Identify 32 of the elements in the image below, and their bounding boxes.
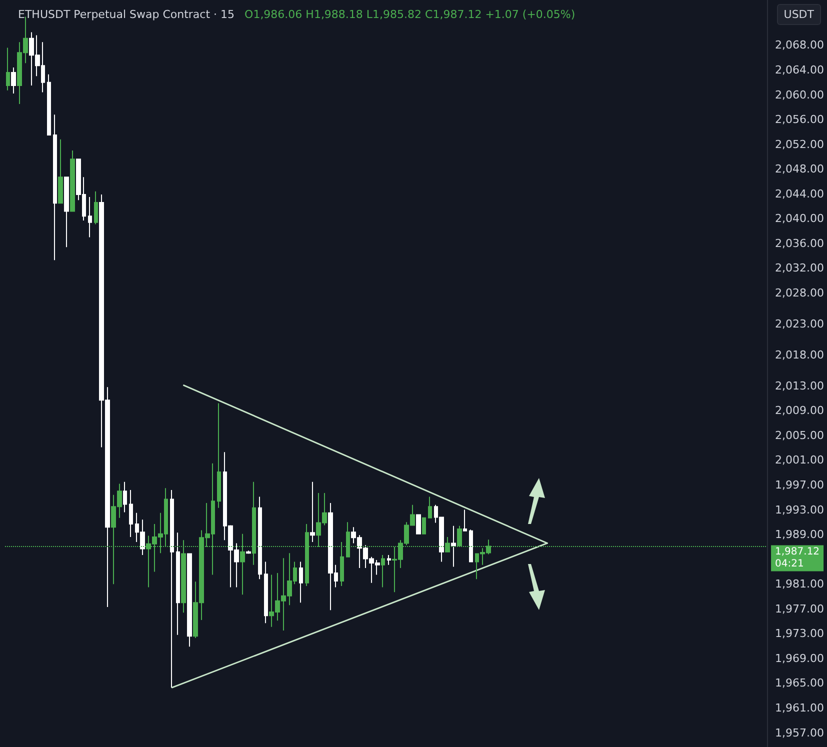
y-tick-label: 2,001.00 — [775, 454, 824, 467]
y-tick-label: 2,018.00 — [775, 348, 824, 362]
y-tick-label: 1,993.00 — [775, 503, 824, 516]
text: 04:21 — [775, 558, 804, 570]
y-tick-label: 2,040.00 — [775, 212, 824, 226]
y-tick-label: 2,023.00 — [775, 317, 824, 330]
y-tick-label: 2,028.00 — [775, 286, 824, 300]
y-tick-label: 2,013.00 — [775, 379, 824, 392]
y-tick-label: 1,965.00 — [775, 676, 824, 690]
text: ETHUSDT Perpetual Swap Contract · 15 — [18, 8, 235, 21]
ref-line-label: 1,987.12 — [775, 546, 820, 558]
y-tick-label: 2,064.00 — [775, 63, 824, 76]
y-tick-label: 1,997.00 — [775, 478, 824, 492]
y-tick-label: 1,973.00 — [775, 627, 824, 640]
y-tick-label: 2,052.00 — [775, 138, 824, 151]
y-tick-label: 1,989.00 — [775, 528, 824, 542]
y-tick-label: 2,009.00 — [775, 404, 824, 418]
y-tick-label: 2,032.00 — [775, 262, 824, 275]
y-tick-label: 2,068.00 — [775, 38, 824, 52]
y-tick-label: 1,981.00 — [775, 578, 824, 591]
y-tick-label: 1,969.00 — [775, 652, 824, 665]
y-tick-label: 2,005.00 — [775, 428, 824, 442]
y-axis-title: USDT — [776, 4, 821, 25]
y-tick-label: 1,977.00 — [775, 602, 824, 616]
y-tick-label: 2,060.00 — [775, 88, 824, 102]
y-tick-label: 2,048.00 — [775, 162, 824, 176]
y-tick-label: 2,056.00 — [775, 113, 824, 126]
y-tick-label: 2,036.00 — [775, 236, 824, 250]
text: O1,986.06 H1,988.18 L1,985.82 C1,987.12 +1.07 (+0.05%) — [244, 8, 576, 21]
y-tick-label: 1,961.00 — [775, 701, 824, 714]
y-tick-label: 2,044.00 — [775, 187, 824, 200]
y-tick-label: 1,957.00 — [775, 726, 824, 740]
